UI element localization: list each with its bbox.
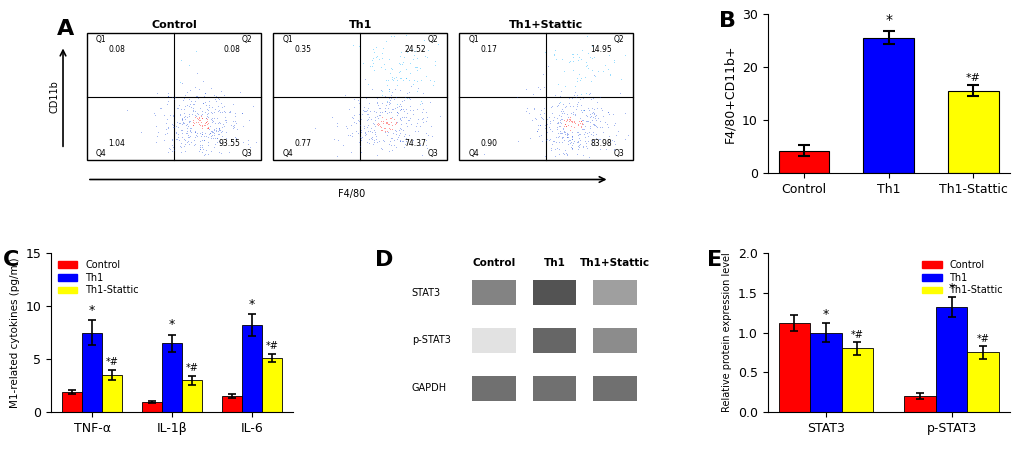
FancyBboxPatch shape [273, 33, 447, 160]
Legend: Control, Th1, Th1-Stattic: Control, Th1, Th1-Stattic [56, 258, 141, 297]
Legend: Control, Th1, Th1-Stattic: Control, Th1, Th1-Stattic [919, 258, 1004, 297]
Text: Q4: Q4 [468, 149, 479, 158]
Bar [262, 358, 282, 412]
Text: Q1: Q1 [282, 35, 292, 44]
FancyBboxPatch shape [532, 328, 576, 353]
Text: Q1: Q1 [96, 35, 107, 44]
Text: *: * [948, 282, 954, 295]
Bar [947, 91, 998, 173]
Text: F4/80: F4/80 [337, 189, 365, 199]
Text: 0.17: 0.17 [480, 45, 496, 54]
Y-axis label: F4/80+CD11b+: F4/80+CD11b+ [722, 44, 736, 143]
Text: *#: *# [265, 341, 278, 350]
Text: 74.37: 74.37 [404, 139, 426, 148]
Text: CD11b: CD11b [49, 80, 59, 113]
Bar [841, 349, 872, 412]
FancyBboxPatch shape [532, 280, 576, 305]
Text: 0.08: 0.08 [108, 45, 124, 54]
Text: D: D [375, 250, 393, 270]
Text: 0.35: 0.35 [293, 45, 311, 54]
Bar [181, 380, 202, 412]
Bar [62, 392, 82, 412]
Text: Q2: Q2 [427, 35, 438, 44]
Text: *: * [169, 318, 175, 332]
Y-axis label: Relative protein expression level: Relative protein expression level [721, 253, 732, 412]
FancyBboxPatch shape [87, 33, 261, 160]
Bar [777, 151, 828, 173]
Text: 24.52: 24.52 [405, 45, 426, 54]
Bar [935, 307, 966, 412]
Text: STAT3: STAT3 [412, 288, 440, 298]
Bar [862, 38, 913, 173]
Text: Q3: Q3 [427, 149, 438, 158]
Text: *#: *# [975, 334, 988, 344]
FancyBboxPatch shape [593, 280, 636, 305]
Bar [162, 343, 181, 412]
Text: Th1: Th1 [348, 20, 372, 30]
Bar [82, 333, 102, 412]
Text: 83.98: 83.98 [590, 139, 611, 148]
FancyBboxPatch shape [593, 376, 636, 401]
Text: Q2: Q2 [613, 35, 624, 44]
Text: *#: *# [965, 73, 980, 83]
Text: Q2: Q2 [242, 35, 252, 44]
Text: 1.04: 1.04 [108, 139, 124, 148]
Text: *#: *# [106, 356, 118, 366]
FancyBboxPatch shape [472, 376, 516, 401]
Bar [809, 333, 841, 412]
Text: Th1+Stattic: Th1+Stattic [580, 257, 649, 267]
Text: Control: Control [472, 257, 516, 267]
Text: *: * [89, 304, 95, 316]
Bar [777, 323, 809, 412]
Bar [242, 325, 262, 412]
Text: Control: Control [151, 20, 197, 30]
Text: *#: *# [185, 363, 199, 373]
Bar [102, 375, 122, 412]
Text: 0.08: 0.08 [223, 45, 239, 54]
Y-axis label: M1-related cytokines (pg/ml): M1-related cytokines (pg/ml) [10, 257, 19, 408]
Text: 0.77: 0.77 [293, 139, 311, 148]
Bar [222, 396, 242, 412]
Text: Th1: Th1 [543, 257, 565, 267]
Text: C: C [3, 250, 19, 270]
Text: Q3: Q3 [613, 149, 624, 158]
Text: 14.95: 14.95 [590, 45, 611, 54]
Text: GAPDH: GAPDH [412, 383, 446, 393]
Bar [966, 353, 998, 412]
Text: 93.55: 93.55 [218, 139, 239, 148]
Text: Th1+Stattic: Th1+Stattic [508, 20, 583, 30]
Text: Q3: Q3 [242, 149, 252, 158]
Text: Q1: Q1 [468, 35, 479, 44]
Text: *: * [822, 308, 828, 321]
Text: Q4: Q4 [96, 149, 107, 158]
FancyBboxPatch shape [472, 328, 516, 353]
Text: 0.90: 0.90 [480, 139, 497, 148]
Text: E: E [706, 250, 721, 270]
FancyBboxPatch shape [593, 328, 636, 353]
Bar [904, 396, 935, 412]
Text: Q4: Q4 [282, 149, 292, 158]
FancyBboxPatch shape [532, 376, 576, 401]
Text: A: A [57, 18, 74, 38]
Text: p-STAT3: p-STAT3 [412, 335, 450, 345]
Text: B: B [718, 11, 736, 31]
FancyBboxPatch shape [472, 280, 516, 305]
Bar [142, 402, 162, 412]
Text: *#: *# [850, 330, 863, 340]
FancyBboxPatch shape [459, 33, 633, 160]
Text: *: * [249, 298, 255, 311]
Text: *: * [884, 13, 892, 27]
